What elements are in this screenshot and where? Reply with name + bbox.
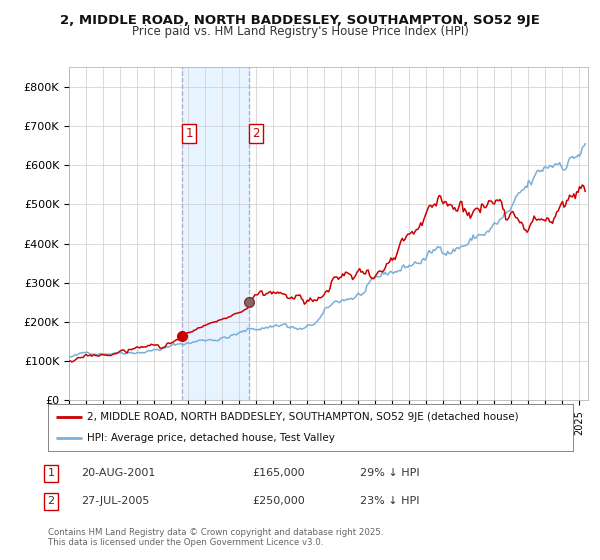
- Text: 2, MIDDLE ROAD, NORTH BADDESLEY, SOUTHAMPTON, SO52 9JE (detached house): 2, MIDDLE ROAD, NORTH BADDESLEY, SOUTHAM…: [88, 412, 519, 422]
- Text: £165,000: £165,000: [252, 468, 305, 478]
- Text: Price paid vs. HM Land Registry's House Price Index (HPI): Price paid vs. HM Land Registry's House …: [131, 25, 469, 38]
- Text: 23% ↓ HPI: 23% ↓ HPI: [360, 496, 419, 506]
- Text: 2: 2: [47, 496, 55, 506]
- Bar: [182, 67, 248, 400]
- Text: £250,000: £250,000: [252, 496, 305, 506]
- Text: 2: 2: [252, 127, 260, 141]
- Text: This data is licensed under the Open Government Licence v3.0.: This data is licensed under the Open Gov…: [48, 538, 323, 547]
- Text: 20-AUG-2001: 20-AUG-2001: [81, 468, 155, 478]
- Text: 1: 1: [47, 468, 55, 478]
- Text: 29% ↓ HPI: 29% ↓ HPI: [360, 468, 419, 478]
- Text: 1: 1: [185, 127, 193, 141]
- Text: 2, MIDDLE ROAD, NORTH BADDESLEY, SOUTHAMPTON, SO52 9JE: 2, MIDDLE ROAD, NORTH BADDESLEY, SOUTHAM…: [60, 14, 540, 27]
- Text: Contains HM Land Registry data © Crown copyright and database right 2025.: Contains HM Land Registry data © Crown c…: [48, 528, 383, 536]
- Text: 27-JUL-2005: 27-JUL-2005: [81, 496, 149, 506]
- Text: HPI: Average price, detached house, Test Valley: HPI: Average price, detached house, Test…: [88, 433, 335, 444]
